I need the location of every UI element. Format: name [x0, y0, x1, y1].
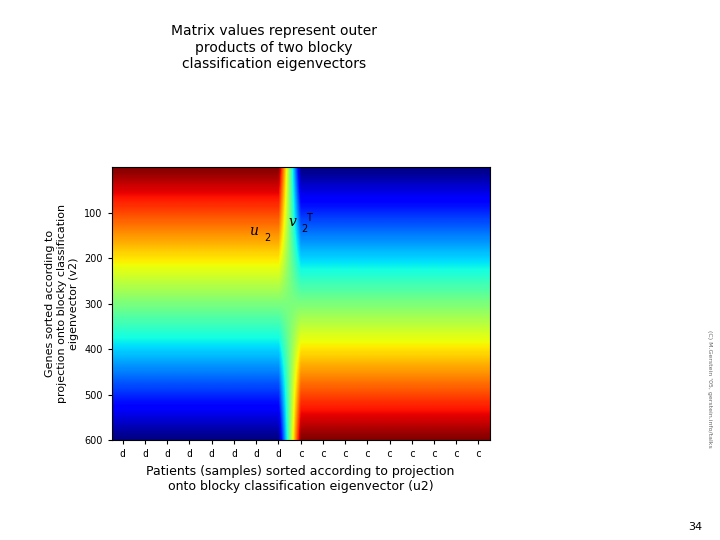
Text: (C) M.Gerstein '05, gerstein.info/talks: (C) M.Gerstein '05, gerstein.info/talks — [707, 330, 711, 448]
Text: v: v — [288, 215, 296, 229]
Text: 2: 2 — [264, 233, 270, 243]
Text: T: T — [306, 213, 312, 224]
Text: 2: 2 — [302, 224, 308, 234]
Text: Just signal from
top classification
eigenvectors: Just signal from top classification eige… — [533, 92, 666, 148]
X-axis label: Patients (samples) sorted according to projection
onto blocky classification eig: Patients (samples) sorted according to p… — [146, 465, 455, 492]
Text: Matrix values represent outer
products of two blocky
classification eigenvectors: Matrix values represent outer products o… — [171, 24, 377, 71]
Text: u: u — [249, 224, 258, 238]
Text: 34: 34 — [688, 522, 702, 532]
Y-axis label: Genes sorted according to
projection onto blocky classification
eigenvector (v2): Genes sorted according to projection ont… — [45, 204, 78, 403]
